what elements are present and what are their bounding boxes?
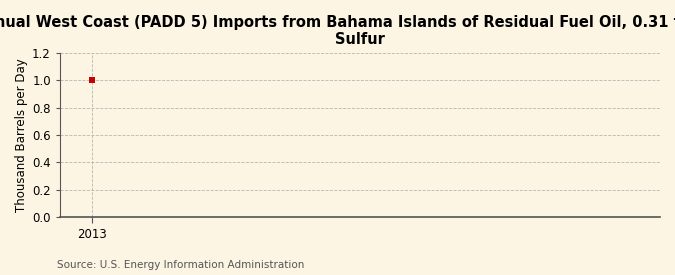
Text: Source: U.S. Energy Information Administration: Source: U.S. Energy Information Administ… [57,260,304,270]
Title: Annual West Coast (PADD 5) Imports from Bahama Islands of Residual Fuel Oil, 0.3: Annual West Coast (PADD 5) Imports from … [0,15,675,47]
Y-axis label: Thousand Barrels per Day: Thousand Barrels per Day [15,58,28,212]
